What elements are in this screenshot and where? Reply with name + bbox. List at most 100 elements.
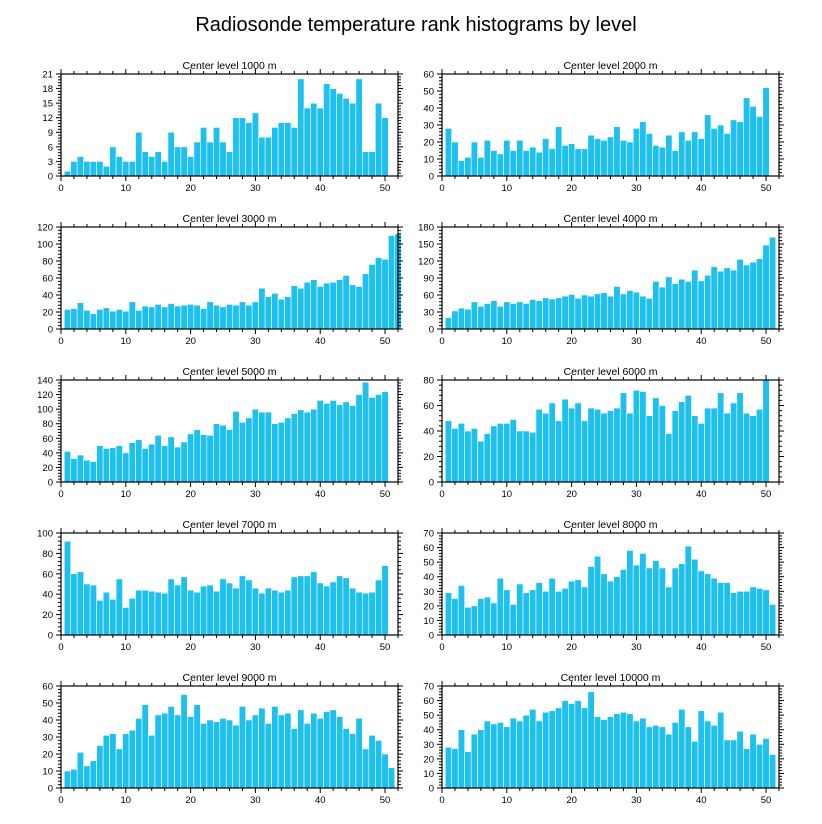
- y-tick-label: 180: [418, 223, 434, 234]
- bar: [76, 302, 84, 330]
- bar: [148, 306, 156, 330]
- bar: [303, 723, 311, 789]
- bar: [503, 726, 511, 789]
- y-tick-label: 30: [423, 587, 434, 598]
- y-tick-label: 0: [429, 631, 434, 642]
- bar: [303, 107, 311, 177]
- bar: [477, 729, 485, 789]
- bar: [522, 592, 530, 636]
- y-tick-label: 0: [48, 172, 53, 183]
- bar: [574, 579, 582, 636]
- x-tick-label: 30: [631, 183, 642, 194]
- y-tick-label: 0: [429, 784, 434, 795]
- bar: [128, 442, 136, 483]
- bar: [122, 607, 130, 636]
- bar: [323, 585, 331, 636]
- bar: [109, 733, 117, 789]
- panel-title: Center level 2000 m: [564, 60, 658, 72]
- x-tick-label: 0: [439, 642, 444, 653]
- bar: [756, 116, 764, 177]
- y-tick-label: 30: [423, 308, 434, 319]
- x-tick-label: 40: [696, 642, 707, 653]
- bar: [89, 461, 97, 483]
- bar: [264, 136, 272, 177]
- bar: [303, 411, 311, 483]
- x-tick-label: 10: [502, 642, 513, 653]
- bar: [128, 729, 136, 789]
- bar: [271, 589, 279, 636]
- bar: [762, 589, 770, 636]
- bar: [316, 400, 324, 483]
- y-tick-label: 3: [48, 157, 53, 168]
- bar: [329, 281, 337, 330]
- bar: [665, 276, 673, 330]
- bar: [704, 114, 712, 177]
- bar: [102, 165, 110, 177]
- bar: [174, 446, 182, 483]
- bar: [355, 591, 363, 636]
- bar: [277, 714, 285, 789]
- bar: [593, 556, 602, 636]
- x-tick-label: 20: [185, 642, 196, 653]
- bar: [167, 131, 175, 177]
- bar: [174, 714, 182, 789]
- bar: [122, 452, 130, 483]
- bar: [581, 148, 589, 177]
- figure-title: Radiosonde temperature rank histograms b…: [195, 14, 636, 36]
- bar: [678, 709, 686, 789]
- bar: [193, 704, 201, 789]
- bar: [444, 746, 453, 789]
- bar: [658, 567, 666, 636]
- bar: [756, 588, 764, 636]
- x-tick-label: 50: [761, 489, 772, 500]
- bar: [167, 436, 175, 483]
- bar: [542, 711, 550, 789]
- bar: [381, 391, 389, 483]
- panel-title: Center level 5000 m: [183, 366, 277, 378]
- bar: [368, 397, 376, 483]
- x-tick-label: 30: [631, 795, 642, 806]
- bar: [238, 575, 247, 636]
- bar: [470, 733, 478, 789]
- bar: [464, 430, 472, 483]
- bar: [684, 545, 692, 636]
- bar: [516, 140, 524, 177]
- bar: [96, 445, 104, 483]
- bar: [671, 150, 679, 177]
- x-tick-label: 40: [696, 336, 707, 347]
- y-tick-label: 120: [37, 223, 53, 234]
- y-tick-label: 60: [423, 401, 434, 412]
- bar: [457, 423, 465, 483]
- bar: [290, 728, 298, 789]
- x-tick-label: 40: [315, 489, 326, 500]
- bar: [626, 290, 634, 330]
- bar: [329, 581, 337, 636]
- bar: [148, 156, 156, 177]
- y-tick-label: 21: [42, 70, 53, 81]
- bar: [756, 409, 764, 483]
- bar: [619, 392, 627, 483]
- bar: [154, 304, 162, 330]
- bar: [483, 433, 491, 483]
- bar: [658, 286, 666, 330]
- bar: [503, 589, 511, 636]
- bar: [561, 145, 569, 177]
- bar: [284, 417, 292, 483]
- x-tick-label: 10: [121, 642, 132, 653]
- bar: [581, 420, 589, 483]
- bar: [483, 303, 491, 330]
- x-tick-label: 30: [250, 795, 261, 806]
- bar: [568, 407, 576, 483]
- bar: [245, 579, 253, 636]
- bar: [63, 770, 72, 789]
- bar: [115, 748, 123, 789]
- bar: [568, 294, 576, 330]
- y-tick-label: 80: [42, 549, 53, 560]
- bar: [381, 258, 389, 330]
- bar: [206, 435, 214, 483]
- y-tick-label: 20: [423, 452, 434, 463]
- bar: [148, 443, 156, 483]
- bar: [639, 121, 647, 177]
- bar: [206, 584, 214, 636]
